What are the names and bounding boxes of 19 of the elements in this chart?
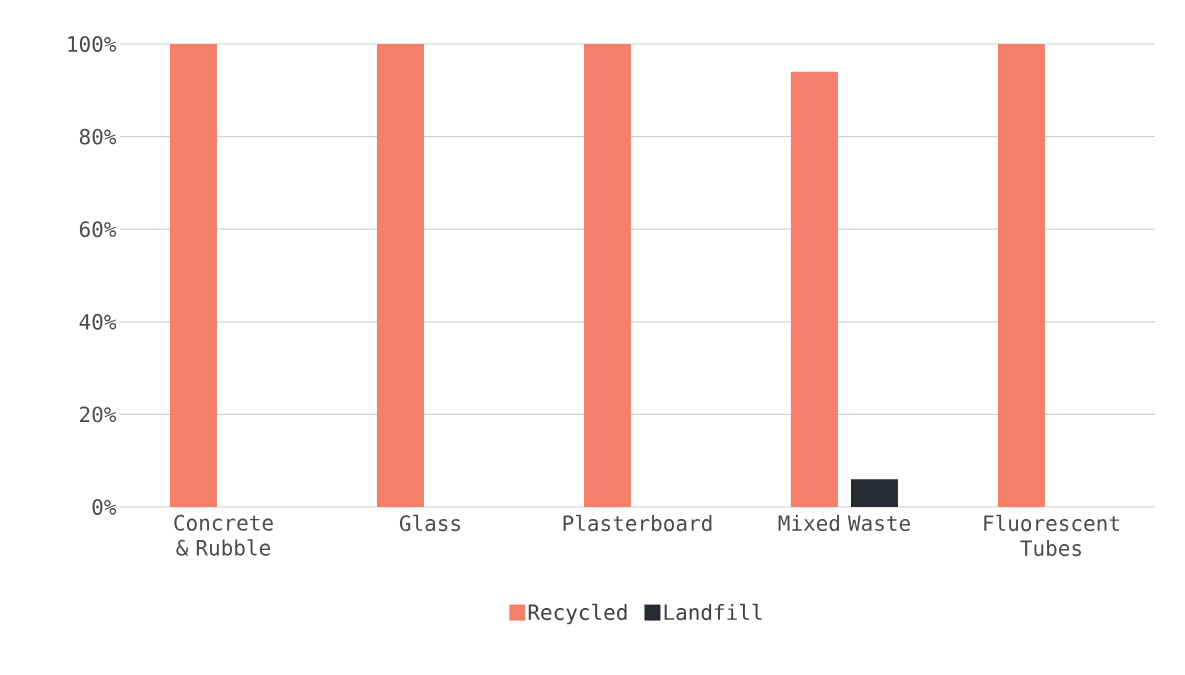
y-tick-label: 20% — [80, 406, 117, 423]
bar — [850, 479, 898, 507]
bar — [997, 44, 1045, 507]
bar — [583, 44, 631, 507]
bar — [790, 71, 838, 507]
legend-label: Landfill — [664, 603, 762, 621]
x-tick-label: Mixed Waste — [778, 514, 910, 532]
y-tick-label: 40% — [79, 313, 117, 330]
y-tick-label: 60% — [79, 221, 117, 238]
x-tick-label: Plasterboard — [563, 514, 712, 532]
y-tick-label: 80% — [79, 128, 117, 145]
x-tick-label: Fluorescent Tubes — [984, 514, 1119, 557]
y-tick-label: 0% — [92, 499, 117, 515]
bar — [376, 44, 424, 507]
bar — [170, 44, 217, 507]
x-tick-label: Glass — [399, 514, 460, 532]
y-tick-label: 100% — [68, 36, 117, 52]
legend-label: Recycled — [528, 603, 627, 625]
x-tick-label: Concrete & Rubble — [174, 514, 273, 556]
